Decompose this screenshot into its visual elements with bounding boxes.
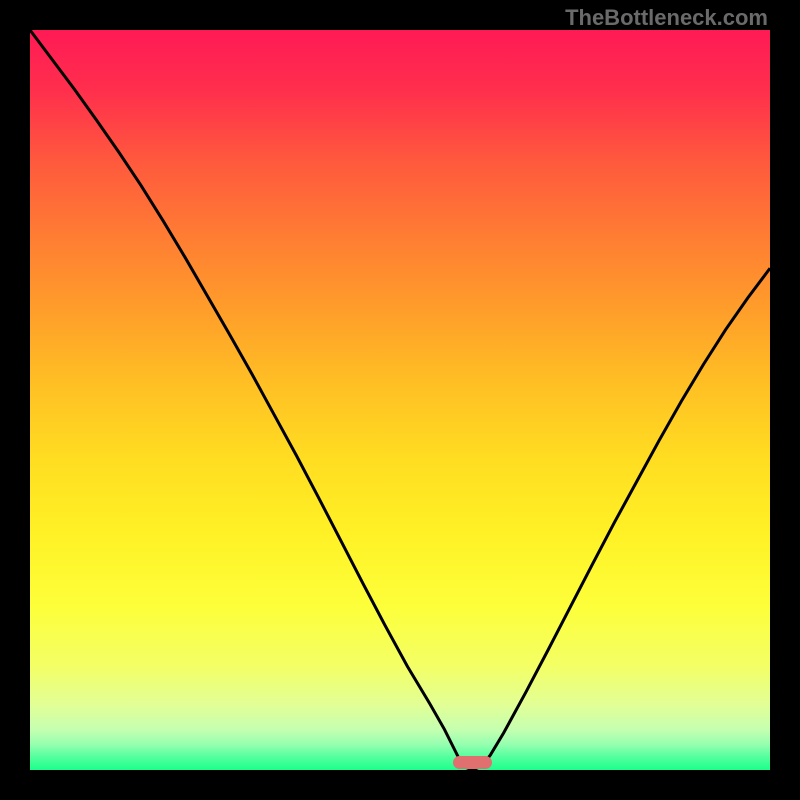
chart-frame: TheBottleneck.com xyxy=(0,0,800,800)
bottleneck-curve xyxy=(30,30,770,770)
optimal-marker xyxy=(453,756,491,769)
plot-area xyxy=(30,30,770,770)
watermark-text: TheBottleneck.com xyxy=(565,5,768,31)
